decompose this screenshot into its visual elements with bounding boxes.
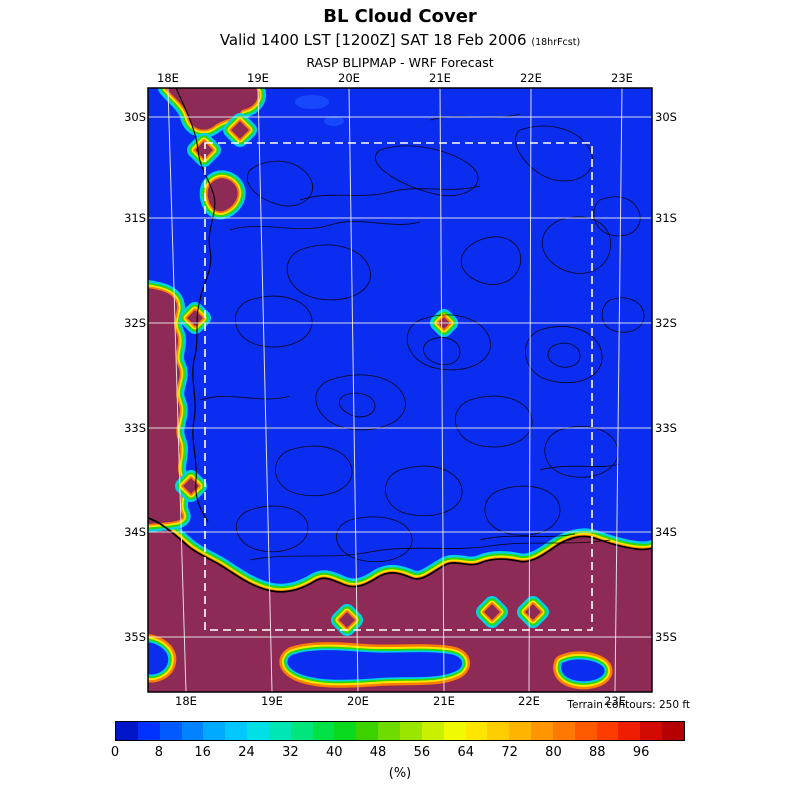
lat-label-left: 30S [124,110,146,124]
lat-label-right: 35S [655,630,677,644]
coastline [148,88,652,593]
colorbar-tick: 8 [154,745,163,760]
colorbar-cell [290,722,313,740]
lat-label-left: 34S [124,525,146,539]
lon-label-bottom: 19E [261,694,283,708]
lon-label-top: 23E [611,71,633,85]
colorbar-cell [203,722,226,740]
lat-label-right: 34S [655,525,677,539]
colorbar-ticks: 0 8 16 24 32 40 48 56 64 72 80 88 96 [111,745,685,763]
colorbar-unit: (%) [388,766,412,781]
cloud-spot [187,310,203,326]
clear-hole-right [561,659,604,681]
colorbar-cell [640,722,663,740]
lat-label-left: 31S [124,211,146,225]
colorbar-cell [312,722,335,740]
colorbar-cell [662,722,684,740]
terrain-contours [199,113,645,563]
colorbar-cell [443,722,466,740]
colorbar-cell [334,722,357,740]
colorbar-cells [115,721,685,741]
colorbar-tick: 72 [501,745,518,760]
lon-label-bottom: 23E [604,694,626,708]
lon-label-bottom: 18E [175,694,197,708]
lat-label-right: 33S [655,421,677,435]
map-content [148,88,652,692]
colorbar-cell [399,722,422,740]
lat-label-right: 31S [655,211,677,225]
colorbar-cell [465,722,488,740]
faint-cloud-patches [295,95,344,126]
colorbar-tick: 80 [545,745,562,760]
map-frame [147,87,653,693]
cloud-spot [208,178,238,211]
colorbar-cell [181,722,204,740]
lon-label-top: 20E [338,71,360,85]
clear-hole-southwest [148,642,168,675]
cloud-spot [484,604,500,620]
cloud-spot [231,121,249,139]
inner-domain-box [204,142,593,631]
cloud-spot [339,612,355,628]
lat-label-left: 33S [124,421,146,435]
plot-subtitle: RASP BLIPMAP - WRF Forecast [306,55,494,70]
valid-time-text: Valid 1400 LST [1200Z] SAT 18 Feb 2006 [219,31,527,49]
colorbar-cell [531,722,553,740]
colorbar-tick: 32 [282,745,299,760]
colorbar-tick: 24 [238,745,255,760]
graticule [148,88,652,692]
colorbar-cell [552,722,575,740]
lon-label-bottom: 22E [518,694,540,708]
colorbar-tick: 0 [110,745,120,760]
colorbar-tick: 48 [369,745,387,760]
colorbar-tick: 16 [194,745,211,760]
lon-label-top: 22E [520,71,542,85]
colorbar-cell [421,722,444,740]
colorbar-cell [509,722,532,740]
cloud-spot [183,478,199,494]
colorbar-cell [618,722,641,740]
cloud-spot [525,604,541,620]
colorbar-cell [225,722,248,740]
colorbar-cell [574,722,597,740]
colorbar-cell [268,722,291,740]
lon-label-top: 19E [247,71,269,85]
page-title: BL Cloud Cover [323,6,477,27]
colorbar-tick: 56 [413,745,431,760]
lon-label-top: 18E [157,71,179,85]
lon-label-bottom: 21E [433,694,455,708]
clear-hole-band [287,650,462,680]
colorbar-cell [487,722,510,740]
colorbar-tick: 40 [325,745,343,760]
colorbar-tick: 96 [632,745,650,760]
terrain-contour-note: Terrain contours: 250 ft [567,699,690,711]
lon-label-top: 21E [429,71,451,85]
colorbar-cell [159,722,182,740]
colorbar-tick: 88 [589,745,606,760]
lat-label-right: 30S [655,110,677,124]
colorbar-cell [137,722,160,740]
forecast-hour-suffix: (18hrFcst) [531,37,581,48]
lon-label-bottom: 20E [347,694,369,708]
lat-label-left: 35S [124,630,146,644]
lat-label-right: 32S [655,316,677,330]
valid-time-line: Valid 1400 LST [1200Z] SAT 18 Feb 2006 (… [0,31,800,49]
lat-label-left: 32S [124,316,146,330]
colorbar-tick: 64 [457,745,475,760]
axis-labels: 18E 19E 20E 21E 22E 23E 18E 19E 20E 21E … [124,71,677,708]
colorbar-cell [356,722,379,740]
colorbar-cell [378,722,400,740]
colorbar-cell [116,722,138,740]
colorbar-cell [247,722,269,740]
colorbar-cell [596,722,619,740]
